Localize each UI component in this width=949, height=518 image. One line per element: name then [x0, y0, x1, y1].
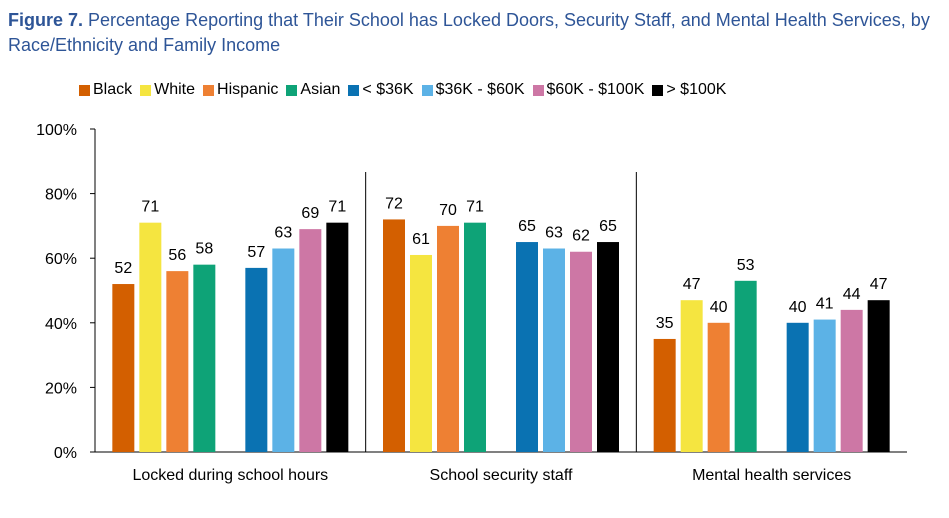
data-label: 71 — [141, 199, 159, 216]
legend-label: $60K - $100K — [546, 81, 645, 98]
data-label: 72 — [385, 195, 403, 212]
bar — [299, 229, 322, 452]
bar — [734, 280, 757, 452]
bar — [383, 219, 405, 452]
bar — [112, 284, 135, 452]
data-label: 35 — [656, 315, 674, 332]
data-label: 53 — [737, 257, 755, 274]
chart-legend: Black White Hispanic Asian < $36K $36K - $60K… — [79, 80, 734, 100]
legend-item: > $100K — [652, 81, 726, 99]
figure-number: Figure 7. — [8, 10, 84, 30]
x-category-label: School security staff — [430, 467, 573, 484]
y-tick-label: 100% — [36, 122, 77, 139]
y-tick-label: 40% — [45, 316, 77, 333]
bar — [166, 271, 189, 452]
bar — [653, 338, 676, 452]
bar — [464, 222, 486, 452]
bar — [437, 225, 459, 452]
legend-swatch — [79, 84, 90, 96]
figure-title-text: Percentage Reporting that Their School h… — [8, 10, 930, 55]
x-category-label: Locked during school hours — [132, 467, 328, 484]
bar — [410, 254, 432, 452]
data-label: 40 — [789, 299, 807, 316]
data-label: 44 — [843, 286, 861, 303]
chart-title: Figure 7. Percentage Reporting that Thei… — [8, 8, 943, 58]
data-label: 70 — [439, 202, 457, 219]
legend-item: $60K - $100K — [532, 81, 645, 99]
legend-item: Hispanic — [203, 81, 278, 99]
data-label: 56 — [168, 247, 186, 264]
legend-swatch — [140, 84, 152, 96]
data-label: 62 — [572, 228, 590, 245]
legend-swatch — [652, 84, 664, 96]
bar — [245, 267, 268, 452]
bar — [707, 322, 730, 452]
legend-swatch — [348, 84, 360, 96]
bar — [570, 251, 592, 452]
legend-item: Black — [79, 81, 132, 99]
legend-swatch — [532, 84, 544, 96]
data-label: 58 — [195, 241, 213, 258]
data-label: 63 — [545, 225, 563, 242]
data-label: 65 — [518, 218, 536, 235]
data-label: 69 — [301, 205, 319, 222]
legend-swatch — [286, 84, 298, 96]
x-category-label: Mental health services — [692, 467, 851, 484]
data-label: 47 — [870, 276, 888, 293]
bar — [272, 248, 295, 452]
legend-swatch — [421, 84, 433, 96]
legend-label: Hispanic — [217, 81, 279, 98]
data-label: 47 — [683, 276, 701, 293]
bar — [867, 300, 890, 452]
bar — [139, 222, 162, 452]
bar — [326, 222, 349, 452]
data-label: 41 — [816, 296, 834, 313]
legend-label: Asian — [300, 81, 341, 98]
bar — [813, 319, 836, 452]
legend-item: < $36K — [348, 81, 414, 99]
y-tick-label: 60% — [45, 251, 77, 268]
bar — [193, 264, 216, 452]
legend-swatch — [203, 84, 215, 96]
legend-item: White — [140, 81, 195, 99]
data-label: 52 — [114, 260, 132, 277]
legend-label: > $100K — [666, 81, 727, 98]
legend-item: Asian — [286, 81, 340, 99]
bar — [543, 248, 565, 452]
data-label: 71 — [466, 199, 484, 216]
bar — [786, 322, 809, 452]
bar — [680, 300, 703, 452]
data-label: 63 — [274, 225, 292, 242]
legend-label: Black — [93, 81, 133, 98]
y-tick-label: 20% — [45, 380, 77, 397]
data-label: 57 — [247, 244, 265, 261]
data-label: 61 — [412, 231, 430, 248]
bar — [516, 242, 538, 452]
data-label: 71 — [328, 199, 346, 216]
data-label: 65 — [599, 218, 617, 235]
legend-item: $36K - $60K — [421, 81, 525, 99]
legend-label: White — [154, 81, 196, 98]
y-tick-label: 0% — [54, 445, 77, 462]
bar — [840, 309, 863, 452]
y-tick-label: 80% — [45, 187, 77, 204]
bar — [597, 242, 619, 452]
legend-label: < $36K — [362, 81, 414, 98]
data-label: 40 — [710, 299, 728, 316]
legend-label: $36K - $60K — [435, 81, 525, 98]
